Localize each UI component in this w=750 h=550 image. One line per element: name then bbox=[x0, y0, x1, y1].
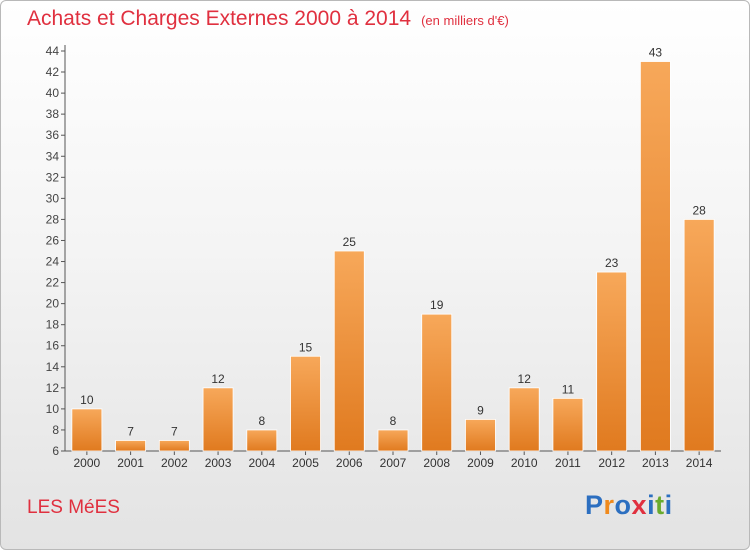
logo-letter: i bbox=[664, 490, 673, 520]
bar bbox=[115, 440, 146, 452]
bar-value-label: 8 bbox=[258, 414, 265, 428]
bar-value-label: 12 bbox=[518, 372, 532, 386]
y-tick-label: 42 bbox=[46, 65, 60, 79]
x-tick-label: 2014 bbox=[686, 456, 713, 470]
x-tick-label: 2008 bbox=[423, 456, 450, 470]
bar bbox=[421, 313, 453, 452]
bar bbox=[552, 397, 584, 452]
bar-value-label: 43 bbox=[649, 46, 663, 60]
x-tick-label: 2006 bbox=[336, 456, 363, 470]
x-tick-label: 2009 bbox=[467, 456, 494, 470]
y-tick-label: 44 bbox=[46, 44, 60, 58]
bar bbox=[202, 387, 234, 452]
x-tick-label: 2011 bbox=[555, 456, 581, 470]
chart-title: Achats et Charges Externes 2000 à 2014 (e… bbox=[27, 7, 509, 31]
bar-value-label: 23 bbox=[605, 256, 619, 270]
x-tick-label: 2003 bbox=[205, 456, 232, 470]
logo-letter: o bbox=[614, 490, 632, 520]
y-tick-label: 38 bbox=[46, 107, 60, 121]
bar bbox=[508, 387, 540, 452]
bar-value-label: 7 bbox=[171, 424, 178, 438]
title-text: Achats et Charges Externes 2000 à 2014 bbox=[27, 7, 412, 30]
y-tick-label: 10 bbox=[46, 402, 60, 416]
y-tick-label: 16 bbox=[46, 339, 60, 353]
x-tick-label: 2007 bbox=[380, 456, 407, 470]
y-tick-label: 36 bbox=[46, 128, 60, 142]
bar bbox=[640, 61, 671, 452]
bar bbox=[333, 250, 365, 452]
y-tick-label: 8 bbox=[52, 423, 59, 437]
y-tick-label: 6 bbox=[52, 444, 59, 458]
x-tick-label: 2000 bbox=[74, 456, 101, 470]
commune-name: LES MéES bbox=[27, 497, 120, 518]
bar bbox=[246, 429, 278, 452]
chart-subtitle: (en milliers d'€) bbox=[421, 13, 509, 28]
bar bbox=[465, 419, 496, 452]
bar-value-label: 19 bbox=[430, 298, 444, 312]
logo-letter: r bbox=[603, 490, 615, 520]
y-tick-label: 30 bbox=[46, 191, 60, 205]
y-tick-label: 18 bbox=[46, 318, 60, 332]
bar-value-label: 15 bbox=[299, 340, 313, 354]
bar-value-label: 10 bbox=[80, 393, 94, 407]
bar bbox=[596, 271, 628, 452]
y-tick-label: 12 bbox=[46, 381, 60, 395]
bar-value-label: 12 bbox=[211, 372, 225, 386]
bar bbox=[683, 219, 715, 452]
logo-letter: P bbox=[585, 490, 604, 520]
bar bbox=[377, 429, 409, 452]
bar-value-label: 8 bbox=[390, 414, 397, 428]
y-tick-label: 28 bbox=[46, 212, 60, 226]
y-tick-label: 22 bbox=[46, 276, 60, 290]
logo-letter: x bbox=[631, 490, 648, 520]
x-tick-label: 2012 bbox=[598, 456, 625, 470]
bar-value-label: 7 bbox=[127, 424, 134, 438]
y-tick-label: 24 bbox=[46, 255, 60, 269]
bar-value-label: 28 bbox=[692, 203, 706, 217]
bar bbox=[158, 440, 190, 452]
x-tick-label: 2001 bbox=[117, 456, 144, 470]
bar-value-label: 25 bbox=[343, 235, 357, 249]
x-tick-label: 2002 bbox=[161, 456, 188, 470]
x-tick-label: 2004 bbox=[248, 456, 275, 470]
y-tick-label: 20 bbox=[46, 297, 60, 311]
logo-letter: i bbox=[647, 490, 656, 520]
y-tick-label: 26 bbox=[46, 233, 60, 247]
bar bbox=[71, 408, 103, 452]
y-tick-label: 14 bbox=[46, 360, 60, 374]
y-tick-label: 40 bbox=[46, 86, 60, 100]
bar-value-label: 11 bbox=[562, 382, 575, 396]
logo-letter: t bbox=[655, 490, 665, 520]
x-tick-label: 2005 bbox=[292, 456, 319, 470]
x-tick-label: 2010 bbox=[511, 456, 538, 470]
y-tick-label: 34 bbox=[46, 149, 60, 163]
proxiti-logo: Proxiti bbox=[585, 490, 673, 521]
bar-value-label: 9 bbox=[477, 403, 484, 417]
y-tick-label: 32 bbox=[46, 170, 60, 184]
x-tick-label: 2013 bbox=[642, 456, 669, 470]
bar bbox=[290, 355, 321, 452]
